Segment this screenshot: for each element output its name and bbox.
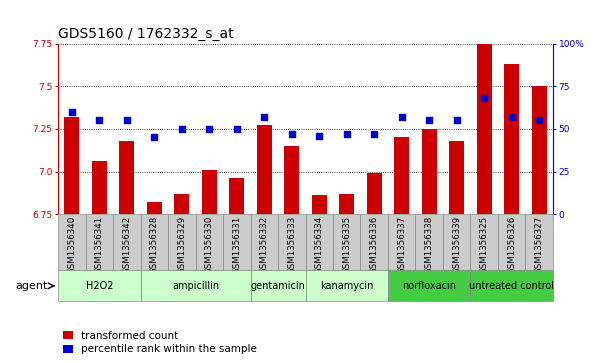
Text: GSM1356337: GSM1356337: [397, 216, 406, 274]
Bar: [64, 117, 79, 214]
Bar: [141, 214, 168, 270]
Point: [95, 117, 104, 123]
Text: GSM1356338: GSM1356338: [425, 216, 434, 274]
Bar: [477, 44, 492, 214]
Bar: [394, 137, 409, 214]
Point: [149, 134, 159, 140]
Text: GSM1356332: GSM1356332: [260, 216, 269, 274]
Point: [452, 117, 462, 123]
Point: [67, 109, 77, 115]
Bar: [470, 214, 498, 270]
Bar: [532, 86, 547, 214]
Point: [507, 114, 517, 120]
Point: [480, 95, 489, 101]
Bar: [223, 214, 251, 270]
Legend: transformed count, percentile rank within the sample: transformed count, percentile rank withi…: [64, 331, 257, 354]
Text: GSM1356328: GSM1356328: [150, 216, 159, 274]
Bar: [168, 214, 196, 270]
Bar: [367, 173, 382, 214]
Point: [534, 117, 544, 123]
Bar: [443, 214, 470, 270]
Point: [424, 117, 434, 123]
Bar: [147, 202, 162, 214]
Point: [369, 131, 379, 137]
Point: [177, 126, 187, 132]
Text: gentamicin: gentamicin: [251, 281, 306, 291]
Point: [287, 131, 297, 137]
Text: GSM1356341: GSM1356341: [95, 216, 104, 274]
Bar: [470, 270, 553, 301]
Bar: [92, 161, 107, 214]
Bar: [388, 214, 415, 270]
Text: norfloxacin: norfloxacin: [402, 281, 456, 291]
Bar: [306, 214, 333, 270]
Text: GSM1356327: GSM1356327: [535, 216, 544, 274]
Text: GSM1356340: GSM1356340: [67, 216, 76, 274]
Text: GSM1356342: GSM1356342: [122, 216, 131, 274]
Point: [204, 126, 214, 132]
Text: GSM1356336: GSM1356336: [370, 216, 379, 274]
Bar: [415, 214, 443, 270]
Point: [259, 114, 269, 120]
Point: [397, 114, 407, 120]
Text: GSM1356335: GSM1356335: [342, 216, 351, 274]
Point: [342, 131, 352, 137]
Bar: [388, 270, 470, 301]
Bar: [498, 214, 525, 270]
Point: [232, 126, 242, 132]
Point: [315, 133, 324, 139]
Bar: [141, 270, 251, 301]
Bar: [339, 194, 354, 214]
Text: agent: agent: [16, 281, 48, 291]
Bar: [306, 270, 388, 301]
Text: kanamycin: kanamycin: [320, 281, 373, 291]
Point: [122, 117, 132, 123]
Bar: [284, 146, 299, 214]
Text: GSM1356326: GSM1356326: [507, 216, 516, 274]
Text: GSM1356334: GSM1356334: [315, 216, 324, 274]
Bar: [360, 214, 388, 270]
Bar: [525, 214, 553, 270]
Text: ampicillin: ampicillin: [172, 281, 219, 291]
Bar: [312, 195, 327, 214]
Bar: [251, 214, 278, 270]
Bar: [113, 214, 141, 270]
Bar: [58, 214, 86, 270]
Text: GSM1356333: GSM1356333: [287, 216, 296, 274]
Text: GDS5160 / 1762332_s_at: GDS5160 / 1762332_s_at: [58, 27, 233, 41]
Bar: [86, 214, 113, 270]
Text: H2O2: H2O2: [86, 281, 113, 291]
Bar: [202, 170, 217, 214]
Bar: [251, 270, 306, 301]
Text: GSM1356330: GSM1356330: [205, 216, 214, 274]
Text: GSM1356331: GSM1356331: [232, 216, 241, 274]
Bar: [333, 214, 360, 270]
Bar: [449, 141, 464, 214]
Bar: [504, 64, 519, 214]
Text: GSM1356329: GSM1356329: [177, 216, 186, 274]
Bar: [229, 178, 244, 214]
Bar: [257, 126, 272, 214]
Bar: [422, 129, 437, 214]
Bar: [278, 214, 306, 270]
Bar: [174, 194, 189, 214]
Bar: [119, 141, 134, 214]
Text: untreated control: untreated control: [469, 281, 554, 291]
Text: GSM1356339: GSM1356339: [452, 216, 461, 274]
Bar: [58, 270, 141, 301]
Bar: [196, 214, 223, 270]
Text: GSM1356325: GSM1356325: [480, 216, 489, 274]
